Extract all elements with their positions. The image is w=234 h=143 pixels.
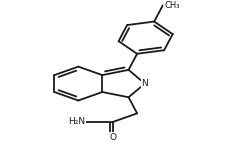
Text: O: O (110, 133, 117, 142)
Text: N: N (141, 79, 148, 88)
Text: H₂N: H₂N (68, 117, 86, 126)
Text: CH₃: CH₃ (164, 1, 180, 10)
